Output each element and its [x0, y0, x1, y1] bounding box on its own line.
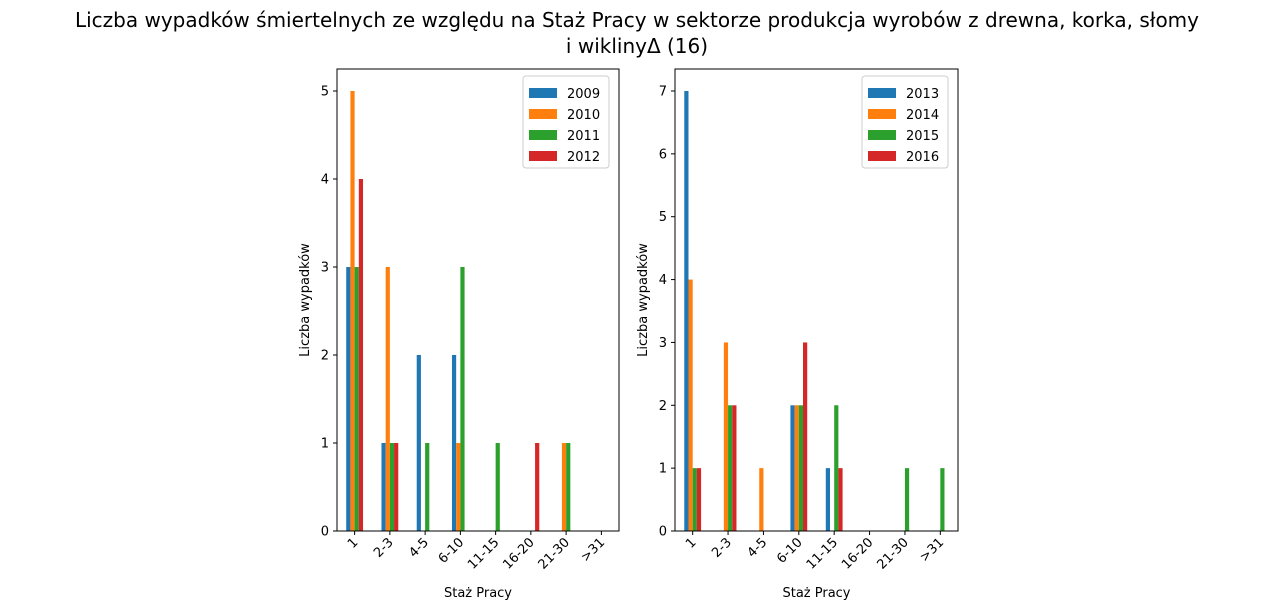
- bar-2011-4-5: [425, 443, 430, 531]
- y-tick-label: 7: [659, 85, 667, 100]
- legend-label-2013: 2013: [906, 87, 939, 102]
- legend-label-2016: 2016: [906, 150, 939, 165]
- legend: 2009 2010 2011 2012: [522, 75, 610, 169]
- x-tick-label: 6-10: [774, 535, 805, 566]
- bar-2015->31: [940, 468, 945, 531]
- bar-2010-1: [350, 91, 355, 531]
- legend-swatch-2013: [868, 88, 896, 98]
- legend-label-2015: 2015: [906, 129, 939, 144]
- bar-2015-11-15: [834, 405, 839, 531]
- chart-title-line-2: i wiklinyΔ (16): [565, 34, 709, 58]
- y-tick-label: 5: [659, 210, 667, 225]
- bar-2009-6-10: [451, 355, 457, 531]
- bar-2016-11-15: [838, 468, 843, 531]
- x-tick-label: 16-20: [839, 535, 876, 572]
- legend-label-2010: 2010: [567, 108, 600, 123]
- legend-swatch-2015: [868, 130, 896, 140]
- bar-2011-11-15: [495, 443, 500, 531]
- y-tick-label: 0: [321, 525, 329, 540]
- x-tick-label: 21-30: [874, 535, 911, 572]
- bar-2009-1: [346, 267, 351, 531]
- legend: 2013 2014 2015 2016: [861, 75, 949, 169]
- axes-frame: [336, 68, 620, 532]
- x-tick-label: 4-5: [406, 535, 432, 561]
- legend-label-2012: 2012: [567, 150, 600, 165]
- bar-2011-6-10: [460, 267, 465, 531]
- legend-box: [861, 75, 949, 169]
- y-tick-label: 4: [321, 173, 329, 188]
- y-tick-label: 4: [659, 273, 667, 288]
- y-tick-label: 6: [659, 147, 667, 162]
- bar-2016-1: [696, 468, 702, 531]
- bar-2012-1: [358, 179, 364, 531]
- legend-swatch-2010: [529, 109, 557, 119]
- bar-2012-16-20: [535, 443, 540, 531]
- x-axis-label: Staż Pracy: [782, 586, 850, 601]
- bar-2012-2-3: [394, 443, 399, 531]
- bar-2014-4-5: [759, 468, 764, 531]
- bar-2014-2-3: [723, 342, 729, 531]
- legend-swatch-2016: [868, 151, 896, 161]
- x-tick-label: 1: [345, 535, 361, 551]
- legend-swatch-2011: [529, 130, 557, 140]
- x-tick-label: 16-20: [500, 535, 537, 572]
- x-tick-label: 2-3: [371, 535, 397, 561]
- x-tick-label: 2-3: [709, 535, 735, 561]
- legend-label-2009: 2009: [567, 87, 600, 102]
- axes-frame: [674, 68, 959, 532]
- y-tick-label: 0: [659, 525, 667, 540]
- x-tick-label: 6-10: [436, 535, 467, 566]
- bar-2016-6-10: [803, 342, 808, 531]
- y-axis-label: Liczba wypadków: [636, 243, 651, 357]
- y-tick-label: 3: [321, 261, 329, 276]
- x-tick-label: 11-15: [804, 535, 841, 572]
- x-tick-label: >31: [578, 535, 608, 565]
- y-tick-label: 3: [659, 336, 667, 351]
- bar-2011-21-30: [566, 443, 571, 531]
- bar-2010-2-3: [385, 267, 390, 531]
- bar-2014-1: [688, 279, 693, 531]
- x-tick-label: 11-15: [465, 535, 502, 572]
- bar-2011-2-3: [389, 443, 395, 531]
- x-axis-label: Staż Pracy: [444, 586, 512, 601]
- bar-2013-1: [684, 91, 689, 531]
- bar-2016-2-3: [732, 405, 737, 531]
- legend-label-2014: 2014: [906, 108, 939, 123]
- y-tick-label: 1: [321, 437, 329, 452]
- y-tick-label: 2: [659, 399, 667, 414]
- bar-2015-21-30: [904, 468, 910, 531]
- legend-swatch-2012: [529, 151, 557, 161]
- legend-box: [522, 75, 610, 169]
- y-tick-label: 5: [321, 85, 329, 100]
- legend-swatch-2014: [868, 109, 896, 119]
- bar-2015-6-10: [798, 405, 804, 531]
- y-tick-label: 1: [659, 462, 667, 477]
- bar-2013-11-15: [825, 468, 830, 531]
- bar-2014-6-10: [794, 405, 799, 531]
- bar-2009-2-3: [381, 443, 386, 531]
- legend-label-2011: 2011: [567, 129, 600, 144]
- chart-title-line-1: Liczba wypadków śmiertelnych ze względu …: [74, 8, 1199, 32]
- y-tick-label: 2: [321, 349, 329, 364]
- bar-2009-4-5: [416, 355, 421, 531]
- bar-2010-6-10: [456, 443, 461, 531]
- y-axis-label: Liczba wypadków: [298, 243, 313, 357]
- x-tick-label: 1: [683, 535, 699, 551]
- bar-2015-1: [692, 468, 697, 531]
- x-tick-label: >31: [917, 535, 947, 565]
- bar-2010-21-30: [561, 443, 567, 531]
- x-tick-label: 21-30: [536, 535, 573, 572]
- bar-2011-1: [354, 267, 359, 531]
- bar-2015-2-3: [728, 405, 733, 531]
- x-tick-label: 4-5: [745, 535, 771, 561]
- legend-swatch-2009: [529, 88, 557, 98]
- bar-2013-6-10: [790, 405, 795, 531]
